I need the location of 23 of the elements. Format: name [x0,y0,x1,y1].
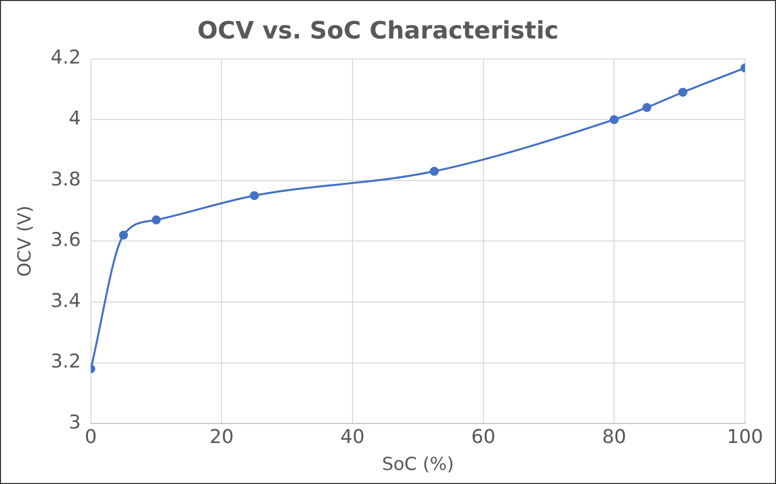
y-tick-label: 3 [68,412,81,434]
y-tick-label: 4 [68,108,81,130]
x-tick-label: 60 [471,426,496,448]
y-tick-label: 3.2 [50,350,81,373]
x-tick-label: 0 [84,426,97,448]
x-tick-label: 80 [602,426,626,448]
point [119,230,128,240]
point [250,191,259,200]
point [642,102,652,112]
y-tick-label: 3.6 [50,229,81,252]
point [430,166,439,176]
y-tick-label: 4.2 [50,46,81,69]
x-tick-label: 40 [340,426,365,448]
y-tick-label: 3.4 [50,290,81,312]
chart-title: OCV vs. SoC Characteristic [197,16,559,45]
y-axis-title: OCV (V) [14,206,36,277]
x-tick-label: 100 [726,426,764,448]
point [610,115,619,124]
y-tick-label: 3.8 [50,168,81,190]
point [152,215,161,224]
x-tick-label: 20 [210,426,234,448]
point [678,88,688,97]
x-axis-title: SoC (%) [382,454,454,475]
